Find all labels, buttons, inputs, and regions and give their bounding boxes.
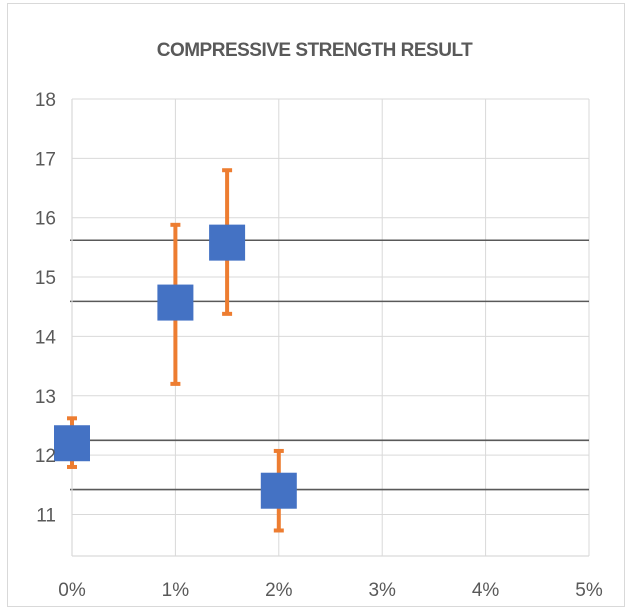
y-tick-label: 15 <box>35 268 56 289</box>
data-point <box>54 425 90 462</box>
x-tick-label: 2% <box>265 580 293 601</box>
y-tick-label: 17 <box>35 149 56 170</box>
y-tick-label: 13 <box>35 387 56 408</box>
data-point <box>260 472 297 509</box>
y-tick-label: 16 <box>35 209 56 230</box>
markers <box>54 224 297 509</box>
grid-layer <box>72 98 590 556</box>
x-tick-label: 4% <box>472 580 500 601</box>
x-tick-label: 3% <box>368 580 396 601</box>
tick-labels: 11 12 13 14 15 16 17 18 0% 1% 2% 3% 4% 5% <box>35 90 603 601</box>
x-tick-label: 0% <box>58 580 86 601</box>
y-tick-label: 18 <box>35 90 56 111</box>
chart-frame <box>7 3 625 607</box>
data-point <box>209 224 246 261</box>
x-tick-label: 5% <box>575 580 603 601</box>
x-tick-label: 1% <box>162 580 190 601</box>
axes <box>71 99 589 557</box>
chart-title: COMPRESSIVE STRENGTH RESULT <box>156 40 473 61</box>
data-point <box>157 284 194 321</box>
y-tick-label: 12 <box>35 446 56 467</box>
reference-lines <box>70 239 589 491</box>
y-tick-label: 14 <box>35 327 57 348</box>
y-tick-label: 11 <box>36 505 56 526</box>
